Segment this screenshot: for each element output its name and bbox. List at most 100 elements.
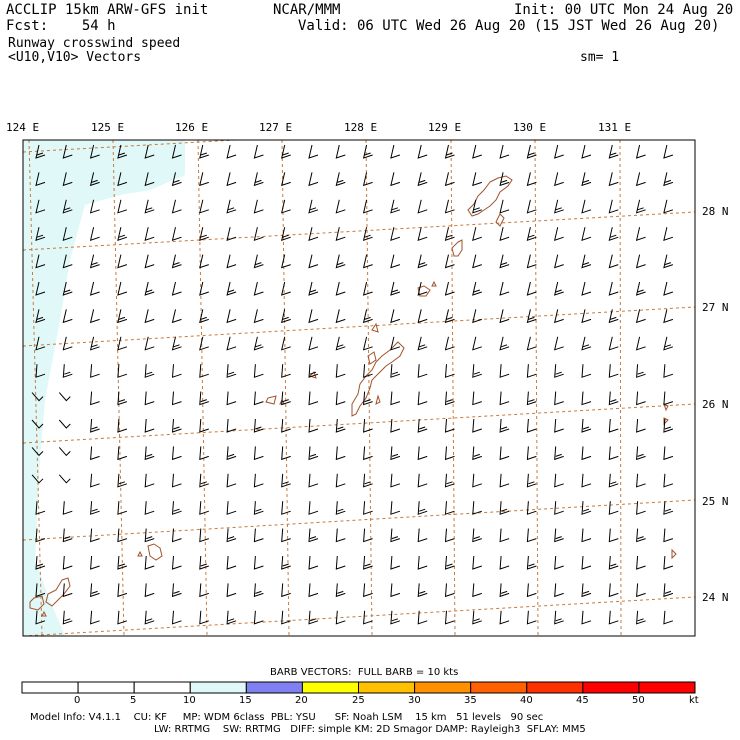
wind-barb [253,418,264,433]
wind-barb [472,254,482,269]
wind-barb [390,336,401,351]
wind-barb [636,501,646,515]
wind-barb [335,446,346,461]
wind-barb [335,610,346,625]
wind-barb [635,309,646,324]
wind-barb [35,199,46,214]
colorbar-swatch [526,681,584,694]
wind-barb [499,528,510,543]
wind-barb [144,309,155,324]
wind-barb [417,418,428,433]
wind-barb [226,227,237,241]
wind-barb [226,254,237,269]
wind-barb [663,446,674,461]
lon-label-124: 124 E [6,121,40,134]
wind-barb [526,446,537,461]
wind-barb [472,199,482,214]
wind-barb [253,144,264,159]
wind-barb [581,172,592,187]
wind-barb [226,418,237,433]
wind-barb [636,418,646,433]
wind-barb [635,281,646,296]
wind-barb [608,583,619,598]
parallel-line [23,306,695,347]
colorbar-tick-40: 40 [520,695,533,706]
wind-barb [390,391,401,406]
wind-barb [90,418,100,433]
parallel-line [23,211,695,251]
wind-barb [226,555,237,570]
wind-barb [308,364,319,378]
wind-barb [253,336,264,351]
wind-barb [663,391,674,406]
colorbar-tick-25: 25 [352,695,365,706]
wind-barb [417,227,428,241]
wind-barb [281,555,291,570]
wind-barb [636,391,646,406]
wind-barb [444,309,455,324]
wind-barb [90,610,100,625]
wind-barb [635,254,646,269]
wind-barb [581,446,592,461]
wind-barb [390,473,401,488]
wind-barb [526,364,537,378]
wind-barb [363,555,373,570]
wind-barb [31,447,44,457]
wind-barb [363,583,373,598]
wind-barb [117,610,128,625]
wind-barb [608,446,619,461]
wind-barb [226,199,237,214]
wind-barb [526,418,537,433]
wind-barb [635,172,646,187]
wind-barb [581,583,592,598]
wind-barb [62,254,73,269]
wind-barb [417,583,428,598]
wind-barb [35,254,46,269]
lat-label-28: 28 N [702,205,729,218]
wind-barb [608,172,619,187]
wind-barb [308,336,319,351]
wind-barb [417,254,428,269]
wind-barb [171,254,182,269]
wind-barb [472,144,482,159]
lat-label-24: 24 N [702,591,729,604]
meridian-line [112,140,125,636]
meridian-line [281,140,290,636]
wind-barb [144,391,155,406]
wind-barb [663,528,674,543]
wind-barb [444,473,455,488]
wind-barb [335,528,346,543]
wind-barb [554,418,564,433]
wind-barb [554,172,564,187]
wind-barb [226,610,237,625]
wind-barb [554,336,564,351]
colorbar-swatch [189,681,247,694]
wind-barb [554,309,564,324]
wind-barb [581,391,592,406]
field-name: Runway crosswind speed [8,36,181,51]
wind-barb [362,254,373,269]
wind-barb [171,446,182,461]
wind-barb [581,199,592,214]
wind-barb [281,391,291,406]
wind-barb [226,144,237,159]
lat-label-25: 25 N [702,495,729,508]
wind-barb [117,418,128,433]
wind-barb [62,144,73,159]
wind-barb [608,555,619,570]
wind-barb [608,336,619,351]
wind-barb [90,501,100,515]
wind-barb [308,610,319,625]
wind-barb [663,309,674,324]
colorbar-swatch [414,681,472,694]
wind-barb [444,446,455,461]
wind-barb [390,528,401,543]
map-frame [22,139,696,637]
wind-barb [144,418,155,433]
lon-label-130: 130 E [513,121,547,134]
wind-barb [363,473,373,488]
wind-barb [663,583,674,598]
wind-barb [554,555,564,570]
wind-barb [62,501,73,515]
